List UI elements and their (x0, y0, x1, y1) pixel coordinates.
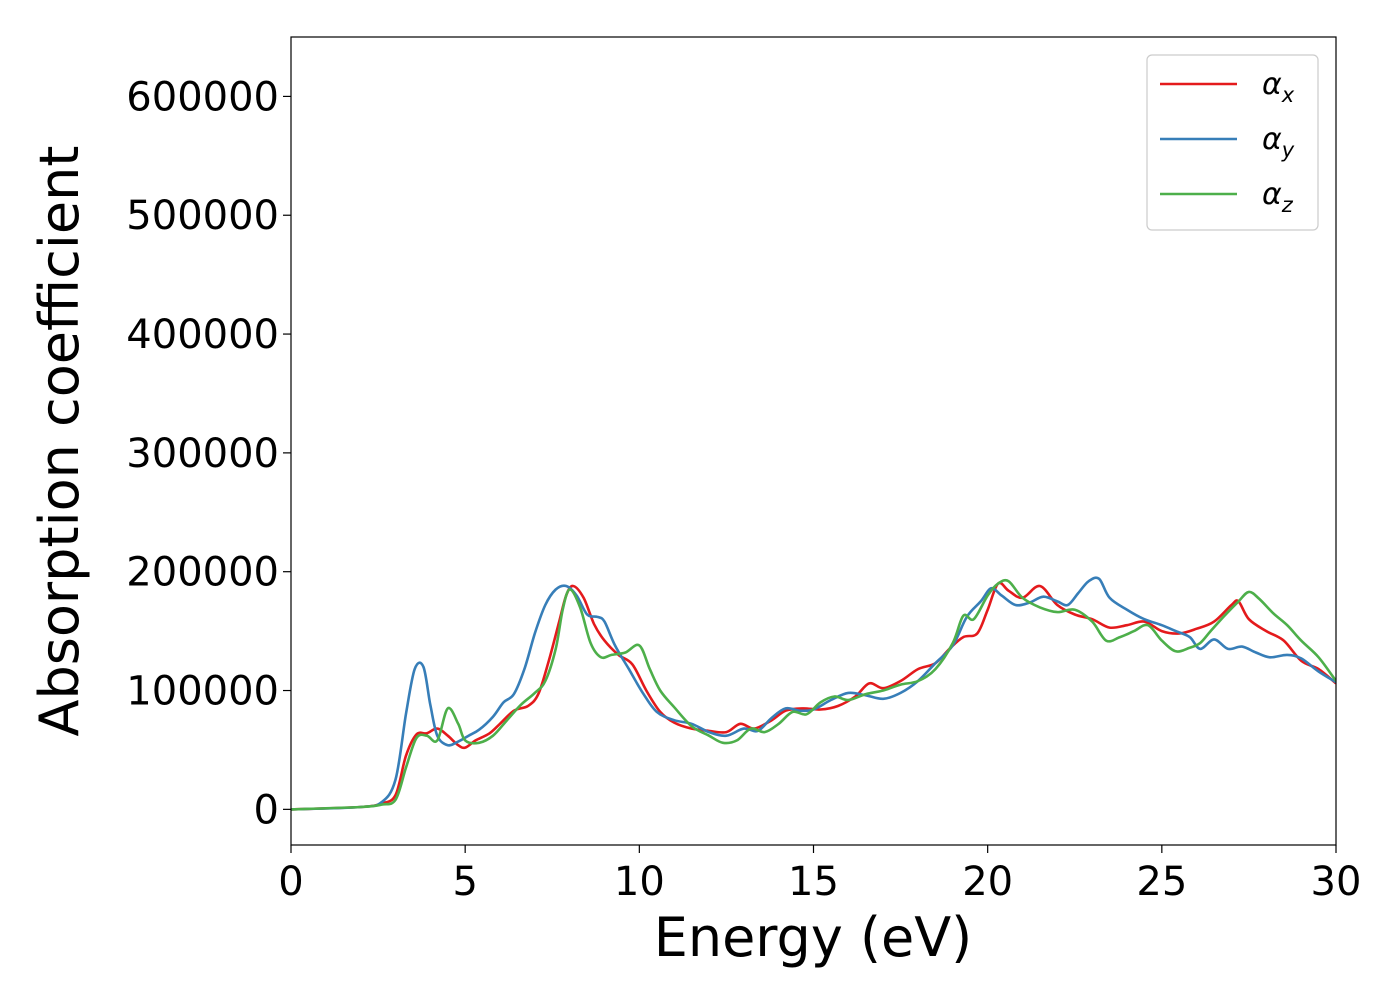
series-line-alpha-x (291, 581, 1336, 811)
x-tick-label: 5 (452, 859, 477, 905)
y-tick-label: 200000 (126, 550, 279, 596)
legend-box (1146, 54, 1319, 231)
x-tick-label: 30 (1311, 859, 1362, 905)
x-tick-label: 20 (962, 859, 1013, 905)
series-line-alpha-z (291, 578, 1336, 811)
y-axis-title: Absorption coefficient (28, 146, 91, 737)
x-tick-label: 10 (614, 859, 665, 905)
y-tick-label: 500000 (126, 193, 279, 239)
series-layer (291, 576, 1336, 811)
y-tick-label: 600000 (126, 74, 279, 120)
y-tick-label: 300000 (126, 431, 279, 477)
x-tick-label: 0 (278, 859, 303, 905)
y-tick-label: 0 (254, 787, 279, 833)
x-axis-title: Energy (eV) (654, 906, 973, 969)
x-axis: 0 5 10 15 20 25 30 (278, 845, 1361, 905)
x-tick-label: 15 (788, 859, 839, 905)
y-tick-label: 100000 (126, 669, 279, 715)
y-tick-label: 400000 (126, 312, 279, 358)
x-tick-label: 25 (1136, 859, 1187, 905)
y-axis: 0 100000 200000 300000 400000 500000 600000 (126, 74, 291, 833)
series-line-alpha-y (291, 576, 1336, 811)
